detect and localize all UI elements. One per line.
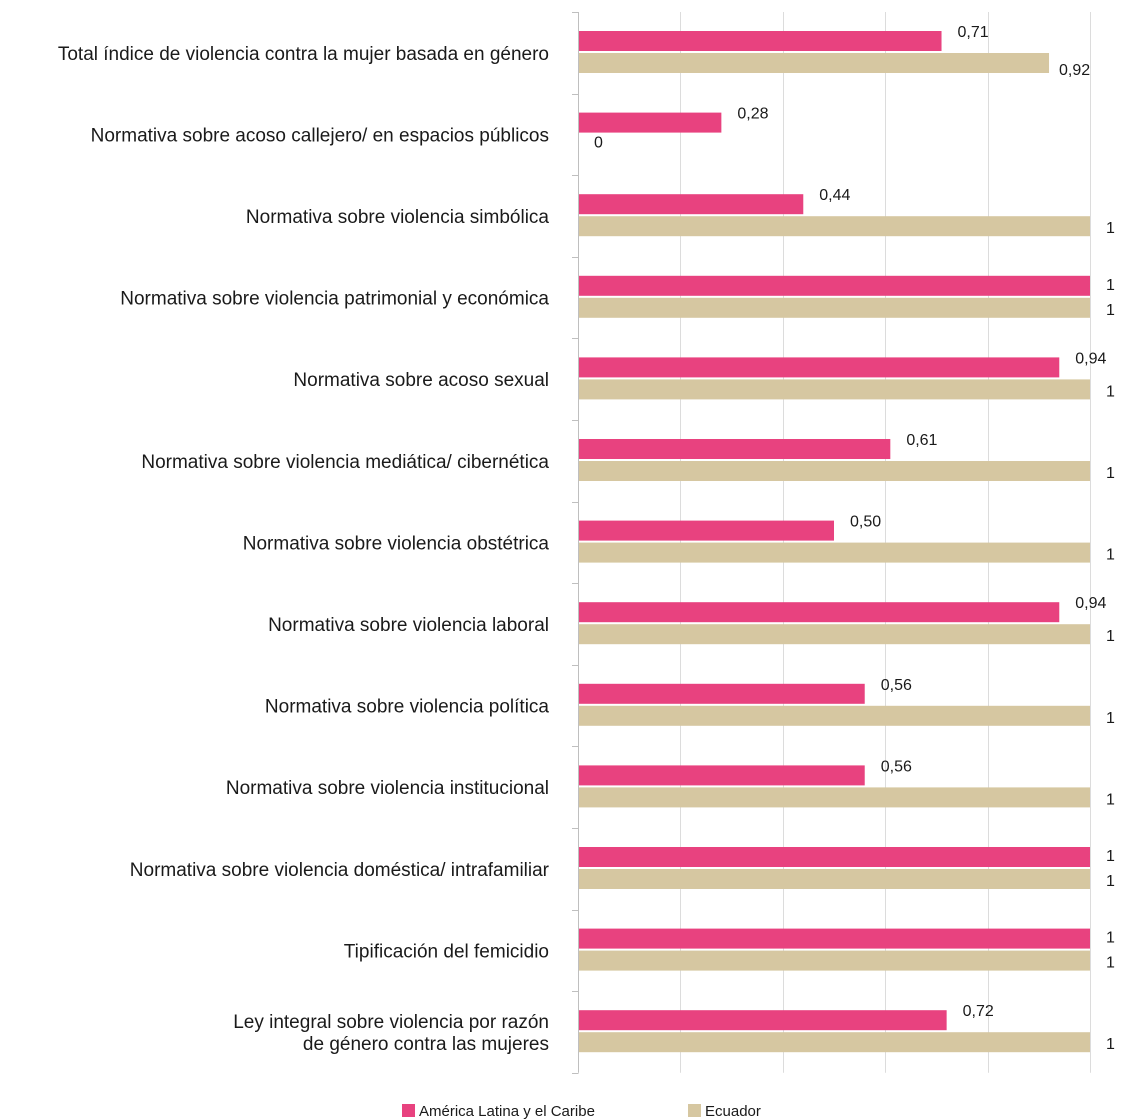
value-label: 0,44 <box>819 187 850 204</box>
bar-region <box>579 520 834 541</box>
value-label: 0 <box>594 135 603 152</box>
category-label: Total índice de violencia contra la muje… <box>58 44 549 65</box>
bar-country <box>579 379 1090 400</box>
value-label: 1 <box>1106 547 1115 564</box>
bar-country <box>579 1032 1090 1053</box>
value-label: 1 <box>1106 791 1115 808</box>
category-label-line: Normativa sobre violencia doméstica/ int… <box>130 860 550 881</box>
value-label: 0,61 <box>906 432 937 449</box>
legend: América Latina y el Caribe Ecuador <box>402 1103 761 1120</box>
legend-swatch <box>402 1104 415 1117</box>
category-label-line: Total índice de violencia contra la muje… <box>58 44 549 65</box>
value-label: 1 <box>1106 628 1115 645</box>
bar-country <box>579 787 1090 808</box>
category-label: Normativa sobre violencia simbólica <box>246 207 549 228</box>
category-label-line: Normativa sobre violencia mediática/ cib… <box>141 452 549 473</box>
value-label: 1 <box>1106 873 1115 890</box>
category-label: Tipificación del femicidio <box>344 941 549 962</box>
value-label: 0,71 <box>958 24 989 41</box>
value-label: 0,50 <box>850 514 881 531</box>
value-label: 0,28 <box>737 106 768 123</box>
category-label-line: Normativa sobre violencia obstétrica <box>243 533 550 554</box>
category-label-line: Normativa sobre acoso sexual <box>293 370 549 391</box>
value-label: 1 <box>1106 848 1115 865</box>
bar-region <box>579 112 722 133</box>
bar-region <box>579 194 804 215</box>
category-label: Normativa sobre violencia laboral <box>268 615 549 636</box>
category-label-line: de género contra las mujeres <box>303 1034 549 1055</box>
value-label: 1 <box>1106 955 1115 972</box>
bar-country <box>579 461 1090 481</box>
bar-region <box>579 683 865 704</box>
bar-country <box>579 542 1090 563</box>
bar-region <box>579 31 942 51</box>
value-label: 0,94 <box>1075 350 1106 367</box>
bar-region <box>579 928 1090 949</box>
value-label: 0,72 <box>963 1003 994 1020</box>
gridlines <box>680 12 1091 1073</box>
category-axis <box>572 12 579 1074</box>
bars <box>579 31 1090 1053</box>
value-label: 0,94 <box>1075 595 1106 612</box>
value-label: 1 <box>1106 302 1115 319</box>
bar-region <box>579 602 1060 623</box>
bar-region <box>579 1010 947 1031</box>
category-label: Normativa sobre acoso sexual <box>293 370 549 391</box>
legend-label: América Latina y el Caribe <box>419 1103 595 1120</box>
category-label-line: Tipificación del femicidio <box>344 941 549 962</box>
bar-country <box>579 53 1050 73</box>
category-label-line: Normativa sobre violencia política <box>265 697 550 718</box>
value-label: 1 <box>1106 220 1115 237</box>
bar-country <box>579 624 1090 645</box>
value-label: 1 <box>1106 465 1115 482</box>
bar-region <box>579 357 1060 378</box>
value-label: 0,92 <box>1059 62 1090 79</box>
legend-swatch <box>688 1104 701 1117</box>
category-label: Normativa sobre violencia institucional <box>226 778 549 799</box>
category-label: Normativa sobre violencia mediática/ cib… <box>141 452 549 473</box>
bar-country <box>579 705 1090 726</box>
bar-country <box>579 950 1090 971</box>
legend-label: Ecuador <box>705 1103 761 1120</box>
value-label: 0,56 <box>881 677 912 694</box>
bar-country <box>579 297 1090 318</box>
value-label: 0,56 <box>881 758 912 775</box>
category-label: Ley integral sobre violencia por razón de… <box>233 1012 549 1055</box>
bar-country <box>579 869 1090 889</box>
category-label: Normativa sobre violencia política <box>265 697 550 718</box>
category-label: Normativa sobre violencia doméstica/ int… <box>130 860 550 881</box>
bar-region <box>579 275 1090 296</box>
category-label-line: Normativa sobre violencia patrimonial y … <box>120 289 549 310</box>
bar-country <box>579 216 1090 237</box>
bar-region <box>579 847 1090 867</box>
value-label: 1 <box>1106 383 1115 400</box>
category-label-line: Ley integral sobre violencia por razón <box>233 1012 549 1033</box>
category-label: Normativa sobre acoso callejero/ en espa… <box>91 125 549 146</box>
bar-region <box>579 765 865 786</box>
category-label: Normativa sobre violencia obstétrica <box>243 533 550 554</box>
category-label-line: Normativa sobre violencia simbólica <box>246 207 549 228</box>
value-label: 1 <box>1106 277 1115 294</box>
value-label: 1 <box>1106 1036 1115 1053</box>
category-label-line: Normativa sobre violencia institucional <box>226 778 549 799</box>
value-labels: 0,710,920,2800,441110,9410,6110,5010,941… <box>594 24 1115 1053</box>
category-labels: Total índice de violencia contra la muje… <box>58 44 550 1055</box>
bar-region <box>579 439 891 459</box>
value-label: 1 <box>1106 710 1115 727</box>
category-label-line: Normativa sobre acoso callejero/ en espa… <box>91 125 549 146</box>
category-label: Normativa sobre violencia patrimonial y … <box>120 289 549 310</box>
category-label-line: Normativa sobre violencia laboral <box>268 615 549 636</box>
value-label: 1 <box>1106 930 1115 947</box>
